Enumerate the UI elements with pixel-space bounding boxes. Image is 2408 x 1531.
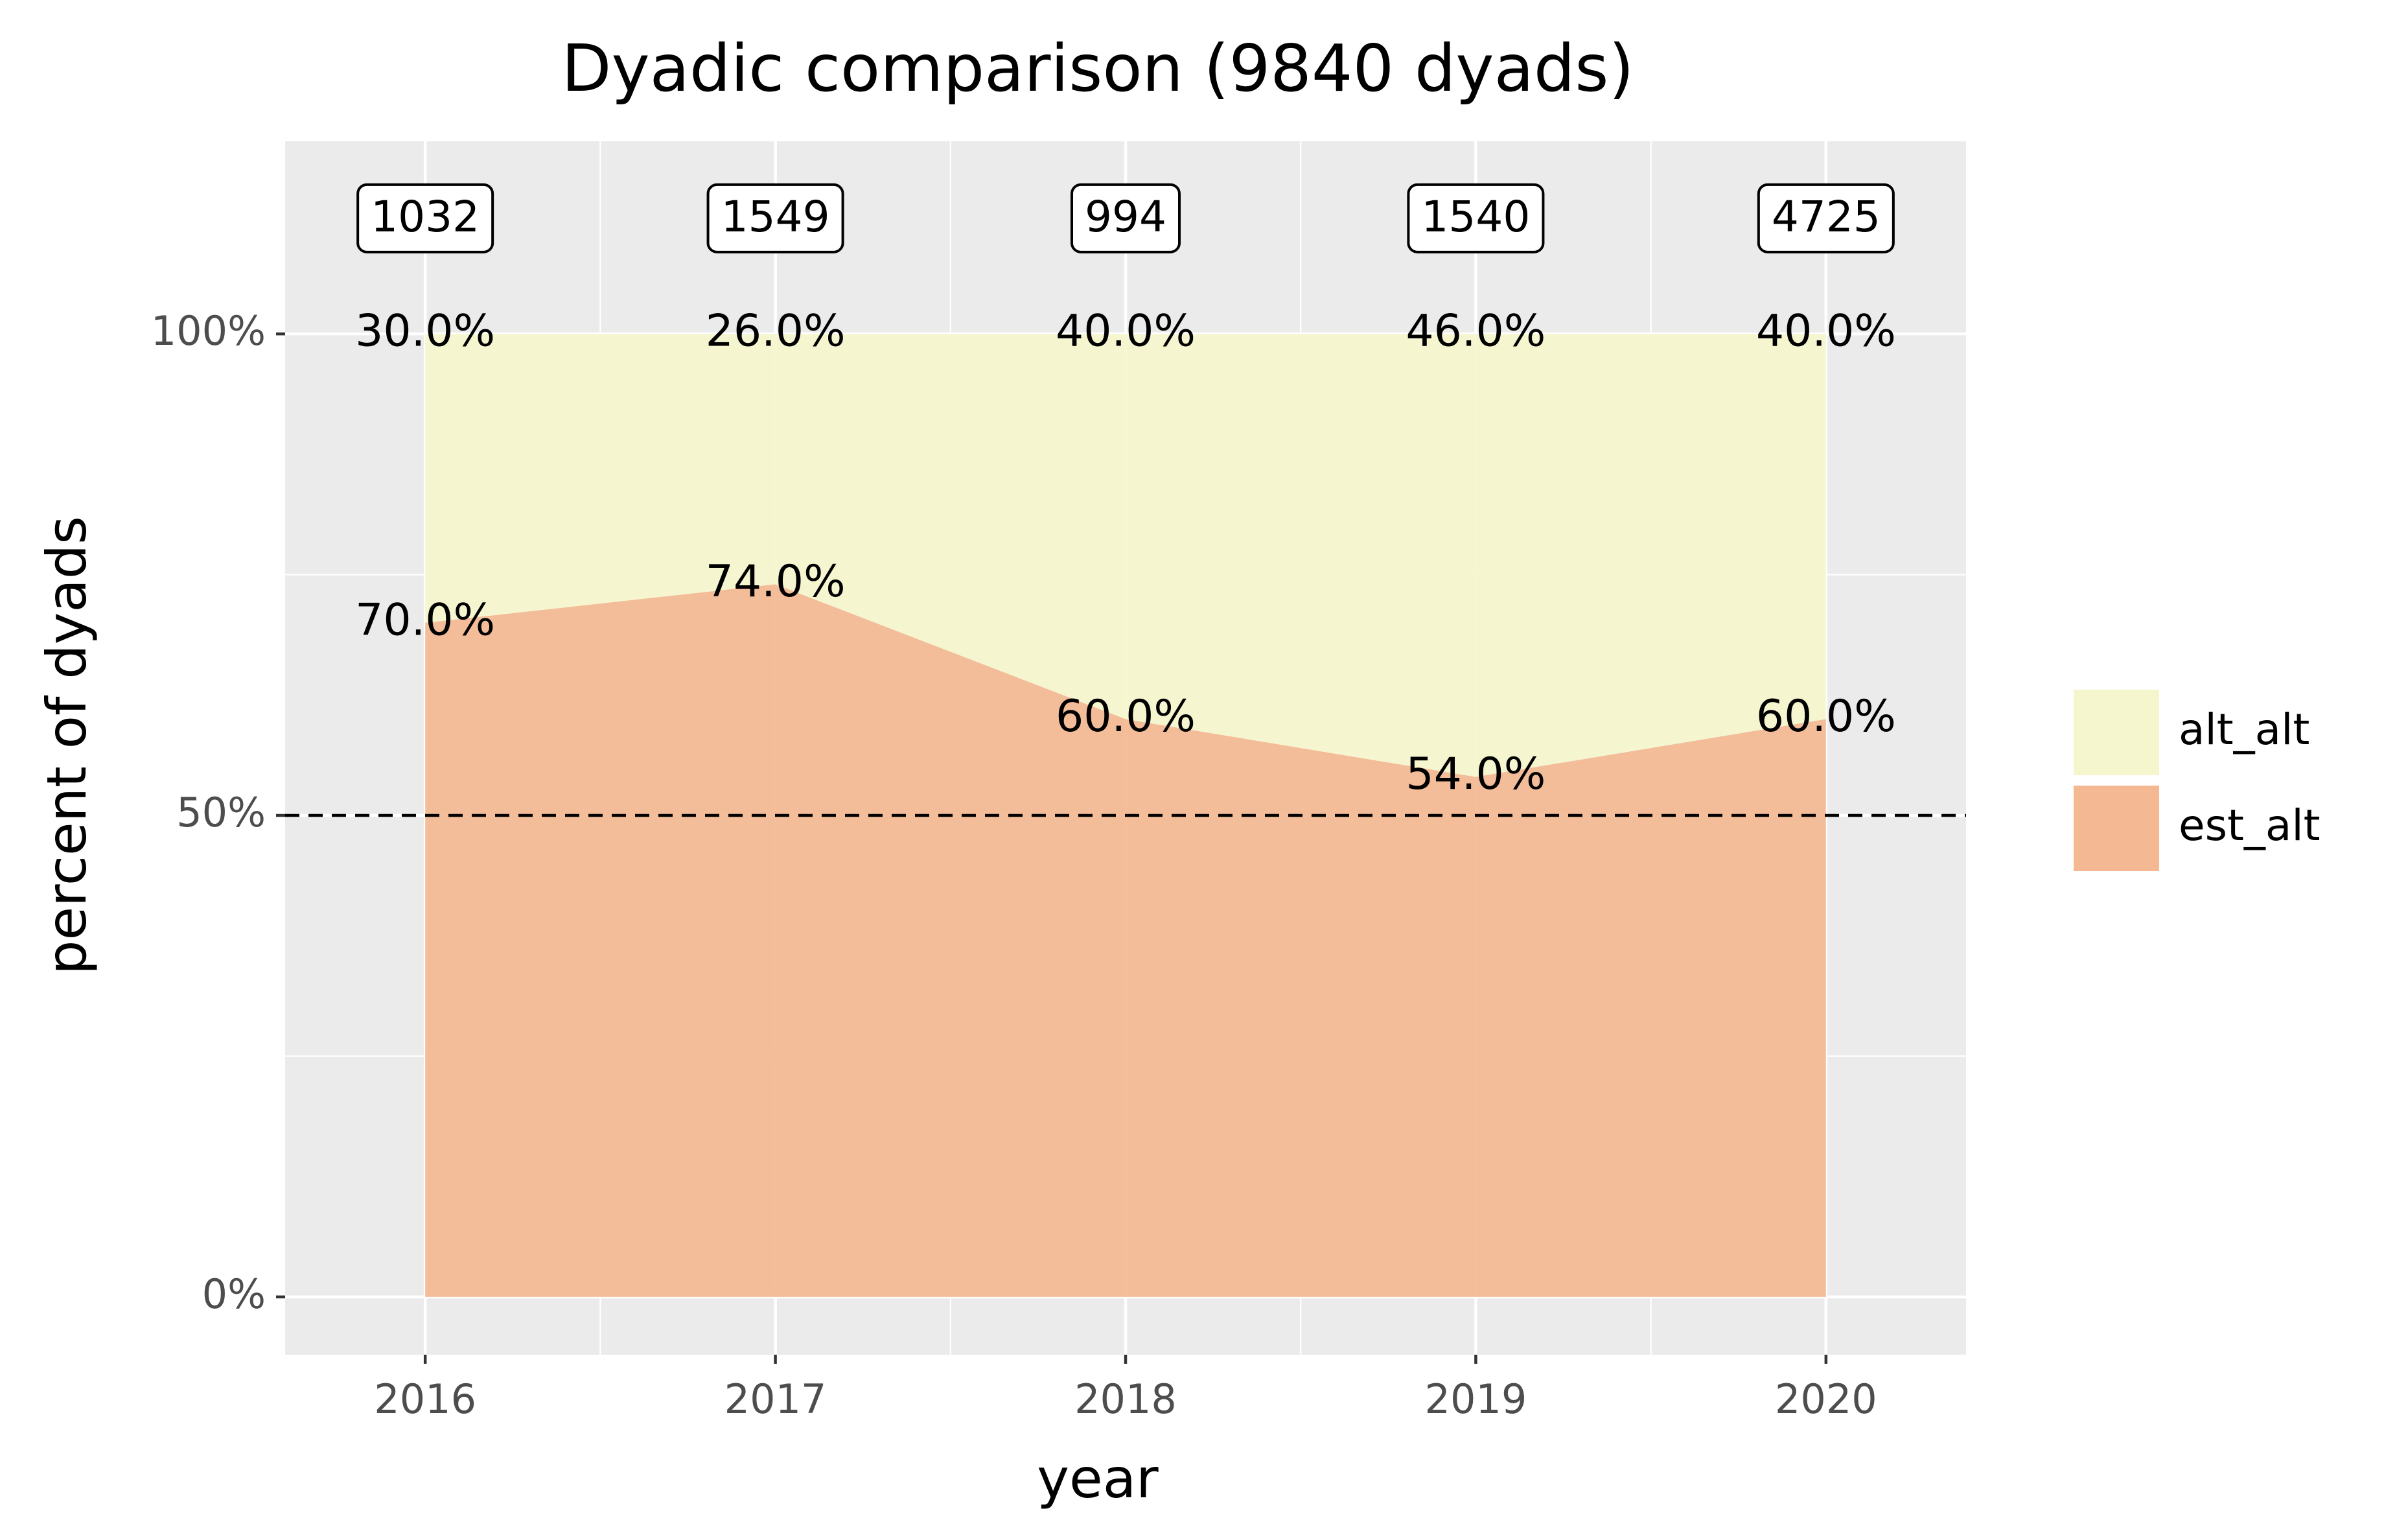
count-label: 1549 <box>721 192 830 242</box>
y-tick-label: 100% <box>151 307 266 355</box>
percent-label-alt-alt: 30.0% <box>355 306 495 357</box>
count-label-box <box>356 183 494 253</box>
percent-label-alt-alt: 40.0% <box>1756 306 1896 357</box>
percent-label-est-alt: 54.0% <box>1406 749 1546 800</box>
x-tick-label: 2019 <box>1425 1375 1527 1423</box>
count-label: 994 <box>1085 192 1166 242</box>
legend-key-est-alt <box>2074 786 2159 871</box>
x-tick-label: 2017 <box>724 1375 827 1423</box>
x-axis-title: year <box>1037 1447 1159 1510</box>
x-tick-label: 2016 <box>374 1375 476 1423</box>
x-tick-label: 2020 <box>1775 1375 1877 1423</box>
count-label-box <box>1407 183 1545 253</box>
count-label: 4725 <box>1772 192 1881 242</box>
legend-label: est_alt <box>2179 801 2321 850</box>
percent-labels: 70.0% 74.0% 60.0% 54.0% 60.0% 30.0% 26.0% 40.0%… <box>355 306 1896 800</box>
y-axis-title: percent of dyads <box>35 516 98 975</box>
area-est-alt <box>425 584 1826 1297</box>
legend: alt_alt est_alt <box>2074 690 2321 871</box>
count-label-box <box>1071 183 1181 253</box>
x-tick-label: 2018 <box>1074 1375 1177 1423</box>
percent-label-alt-alt: 40.0% <box>1056 306 1196 357</box>
percent-label-est-alt: 74.0% <box>706 556 846 607</box>
count-label-box <box>1757 183 1895 253</box>
chart-title: Dyadic comparison (9840 dyads) <box>562 30 1634 106</box>
area-alt-alt <box>425 334 1826 777</box>
legend-label: alt_alt <box>2179 705 2310 754</box>
count-label-box <box>706 183 844 253</box>
stacked-areas <box>425 334 1826 1297</box>
x-axis: 2016 2017 2018 2019 2020 <box>374 1355 1877 1423</box>
count-labels: 1032 1549 994 1540 4725 <box>356 183 1895 253</box>
y-tick-label: 0% <box>202 1270 266 1318</box>
percent-label-alt-alt: 46.0% <box>1406 306 1546 357</box>
percent-label-est-alt: 70.0% <box>355 594 495 646</box>
y-tick-label: 50% <box>176 789 266 836</box>
plot-panel: 70.0% 74.0% 60.0% 54.0% 60.0% 30.0% 26.0% 40.0%… <box>285 141 1966 1355</box>
percent-label-alt-alt: 26.0% <box>706 306 846 357</box>
percent-label-est-alt: 60.0% <box>1056 691 1196 742</box>
percent-label-est-alt: 60.0% <box>1756 691 1896 742</box>
y-axis: 0% 50% 100% <box>151 307 285 1318</box>
count-label: 1032 <box>371 192 480 242</box>
count-label: 1540 <box>1421 192 1530 242</box>
legend-key-alt-alt <box>2074 690 2159 775</box>
